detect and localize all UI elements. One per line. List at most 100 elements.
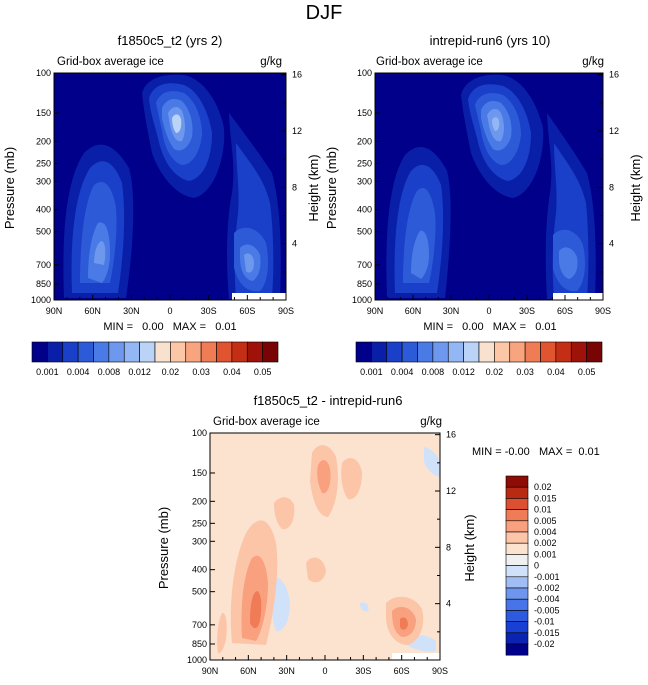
x-tick-label: 0 [167, 306, 172, 316]
colorbar-label: 0.02 [162, 367, 180, 377]
colorbar-swatch [505, 587, 529, 600]
y-tick-label: 150 [357, 108, 372, 118]
y2-tick-label: 4 [609, 239, 614, 249]
y-tick-label: 500 [357, 227, 372, 237]
y-tick-label: 700 [357, 260, 372, 270]
y-tick-label: 700 [36, 260, 51, 270]
colorbar-swatch [505, 576, 529, 589]
colorbar-label: 0.04 [223, 367, 241, 377]
x-tick-label: 90N [202, 666, 219, 676]
y-tick-label: 400 [36, 205, 51, 215]
y-tick-label: 400 [357, 205, 372, 215]
colorbar-label: 0.002 [534, 538, 557, 548]
colorbar-swatch [355, 341, 372, 363]
top-right-panel: intrepid-run6 (yrs 10) Grid-box average … [324, 33, 643, 333]
y-tick-label: 1000 [187, 655, 207, 665]
y-axis: 100 150 200 250 300 400 500 700 850 1000 [352, 68, 380, 305]
y-axis-label: Pressure (mb) [2, 147, 17, 229]
colorbar-label: -0.015 [534, 628, 560, 638]
colorbar-swatch [570, 341, 587, 363]
colorbar-label: 0.004 [391, 367, 414, 377]
y2-tick-label: 16 [609, 70, 619, 80]
colorbar-swatch [505, 598, 529, 611]
ice-feature-nh [386, 147, 451, 298]
ice-feature-tropics [142, 74, 225, 198]
colorbar-label: 0.05 [254, 367, 272, 377]
y2-tick-label: 16 [446, 430, 456, 440]
colorbar-swatch [505, 531, 529, 544]
y2-tick-label: 4 [446, 599, 451, 609]
colorbar-swatch [185, 341, 202, 363]
diff-min-max-stats: MIN = -0.00 MAX = 0.01 [472, 446, 600, 458]
y-axis: 100 150 200 250 300 400 500 700 850 1000 [31, 68, 59, 305]
colorbar-swatch [262, 341, 279, 363]
colorbar-swatch [505, 554, 529, 566]
colorbar-swatch [463, 341, 480, 363]
x-tick-label: 60S [394, 666, 410, 676]
y-tick-label: 400 [192, 565, 207, 575]
colorbar-swatch [62, 341, 79, 363]
y2-tick-label: 12 [446, 486, 456, 496]
units-label: g/kg [420, 416, 442, 428]
diff-feature-nh [217, 497, 326, 654]
y-tick-label: 250 [357, 158, 372, 168]
x-tick-label: 30S [355, 666, 371, 676]
x-tick-label: 30N [123, 306, 140, 316]
units-label: g/kg [260, 56, 282, 68]
x-tick-label: 30S [519, 306, 535, 316]
y2-axis: 16 12 8 4 [435, 430, 456, 633]
y-tick-label: 300 [357, 176, 372, 186]
colorbar-swatch [505, 520, 529, 533]
y-tick-label: 100 [357, 68, 372, 78]
colorbar-label: 0.03 [192, 367, 210, 377]
colorbar-swatch [47, 341, 64, 363]
y2-axis-label: Height (km) [628, 154, 643, 221]
x-tick-label: 60N [405, 306, 422, 316]
colorbar-label: 0.001 [36, 367, 59, 377]
colorbar-label: 0.04 [547, 367, 565, 377]
panel-title: intrepid-run6 (yrs 10) [430, 33, 551, 48]
y-tick-label: 100 [36, 68, 51, 78]
colorbar-label: 0.001 [534, 549, 557, 559]
colorbar-label: -0.02 [534, 639, 555, 649]
colorbar-swatch [93, 341, 110, 363]
colorbar-label: 0.02 [534, 482, 552, 492]
difference-panel: f1850c5_t2 - intrepid-run6 Grid-box aver… [156, 393, 477, 676]
colorbar-swatch [139, 341, 156, 363]
x-axis: 90N 60N 30N 0 30S 60S 90S [46, 295, 294, 316]
colorbar-swatch [505, 486, 529, 499]
colorbar-swatch [386, 341, 403, 363]
y-tick-label: 1000 [31, 295, 51, 305]
x-tick-label: 60N [240, 666, 257, 676]
y-tick-label: 500 [36, 227, 51, 237]
top-left-panel: f1850c5_t2 (yrs 2) Grid-box average ice … [2, 33, 321, 333]
colorbar-swatch [371, 341, 388, 363]
y-axis-label: Pressure (mb) [324, 147, 339, 229]
colorbar-swatch [505, 610, 529, 622]
colorbar-swatch [170, 341, 187, 363]
y2-tick-label: 8 [609, 182, 614, 192]
y-tick-label: 150 [36, 108, 51, 118]
colorbar-swatch [540, 341, 557, 363]
colorbar-label: -0.005 [534, 605, 560, 615]
colorbar-left: 0.001 0.004 0.008 0.012 0.02 0.03 0.04 0.05 [31, 341, 279, 377]
colorbar-label: -0.004 [534, 594, 560, 604]
y2-tick-label: 12 [292, 126, 302, 136]
contour-plot [53, 72, 287, 301]
colorbar-label: 0.05 [578, 367, 596, 377]
variable-label: Grid-box average ice [213, 416, 320, 428]
x-tick-label: 30N [443, 306, 460, 316]
y-tick-label: 250 [36, 158, 51, 168]
colorbar-swatch [505, 632, 529, 645]
x-axis: 90N 60N 30N 0 30S 60S 90S [202, 655, 448, 676]
y-tick-label: 200 [192, 496, 207, 506]
colorbar-right: 0.001 0.004 0.008 0.012 0.02 0.03 0.04 0.05 [355, 341, 603, 377]
colorbar-swatch [505, 565, 529, 578]
y2-axis-label: Height (km) [306, 154, 321, 221]
colorbar-swatch [478, 341, 495, 363]
colorbar-swatch [505, 621, 529, 634]
x-tick-label: 0 [486, 306, 491, 316]
y-tick-label: 300 [192, 536, 207, 546]
y2-tick-label: 12 [609, 126, 619, 136]
diff-feature-tropics [310, 445, 362, 517]
